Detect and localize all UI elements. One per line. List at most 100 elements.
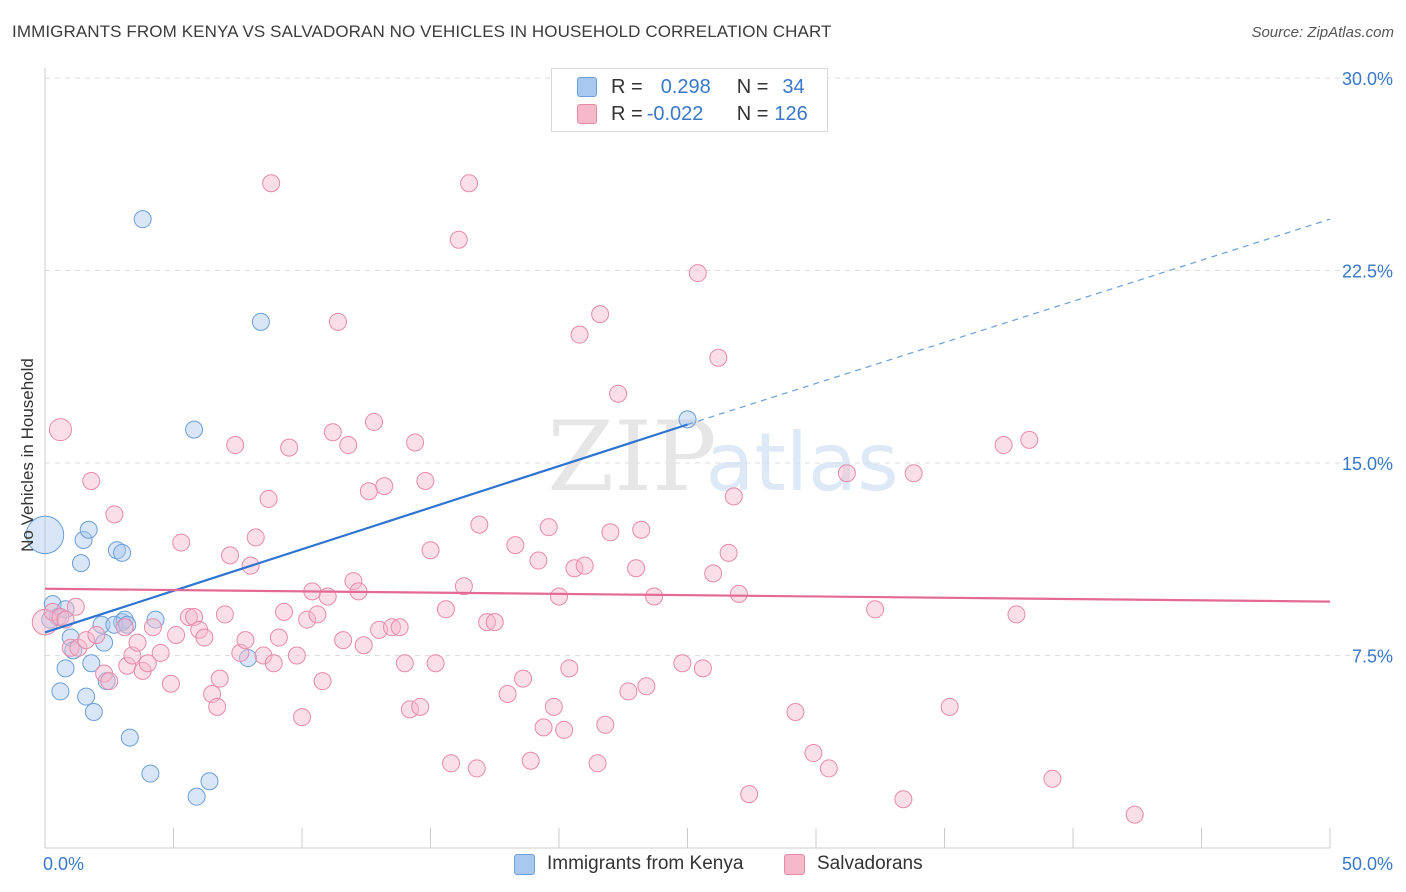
point-salvadoran bbox=[436, 600, 455, 619]
point-salvadoran bbox=[115, 618, 134, 637]
point-salvadoran bbox=[416, 471, 435, 490]
point-salvadoran bbox=[280, 438, 299, 457]
point-salvadoran bbox=[421, 541, 440, 560]
point-salvadoran bbox=[609, 384, 628, 403]
point-salvadoran bbox=[69, 638, 88, 657]
point-salvadoran bbox=[719, 543, 738, 562]
chart-source: Source: ZipAtlas.com bbox=[1251, 24, 1394, 41]
point-salvadoran bbox=[151, 643, 170, 662]
point-salvadoran bbox=[940, 697, 959, 716]
point-salvadoran bbox=[591, 305, 610, 324]
x-tick-label: 50.0% bbox=[1342, 854, 1393, 874]
point-salvadoran bbox=[709, 348, 728, 367]
point-salvadoran bbox=[254, 646, 273, 665]
point-salvadoran bbox=[382, 618, 401, 637]
y-tick-label: 15.0% bbox=[1342, 454, 1393, 474]
trend-extension-kenya bbox=[687, 218, 1331, 426]
point-salvadoran bbox=[313, 672, 332, 691]
y-tick-label: 22.5% bbox=[1342, 262, 1393, 282]
point-salvadoran bbox=[894, 790, 913, 809]
point-salvadoran bbox=[82, 471, 101, 490]
point-salvadoran bbox=[460, 174, 479, 193]
point-salvadoran bbox=[195, 628, 214, 647]
point-salvadoran bbox=[1020, 430, 1039, 449]
point-salvadoran bbox=[269, 628, 288, 647]
point-salvadoran bbox=[293, 708, 311, 727]
legend-row-salvadorans: R = -0.022 N = 126 bbox=[552, 101, 808, 127]
point-kenya bbox=[74, 531, 93, 549]
point-salvadoran bbox=[704, 564, 723, 583]
point-salvadoran bbox=[390, 618, 409, 637]
point-kenya bbox=[200, 772, 219, 791]
point-salvadoran bbox=[673, 654, 692, 673]
point-kenya bbox=[141, 764, 160, 783]
point-salvadoran bbox=[264, 654, 283, 673]
data-points bbox=[25, 174, 1144, 824]
point-salvadoran bbox=[328, 312, 347, 331]
point-salvadoran bbox=[514, 669, 533, 688]
y-axis-label: No Vehicles in Household bbox=[18, 358, 37, 552]
point-salvadoran bbox=[364, 412, 383, 431]
point-salvadoran bbox=[645, 587, 664, 606]
bottom-legend-kenya: Immigrants from Kenya bbox=[514, 850, 743, 878]
legend-r-label: R = bbox=[611, 75, 643, 98]
point-salvadoran bbox=[478, 613, 497, 632]
point-salvadoran bbox=[334, 631, 353, 650]
point-salvadoran bbox=[66, 597, 85, 616]
legend-n-label: N = bbox=[736, 75, 769, 98]
point-salvadoran bbox=[411, 697, 430, 716]
bottom-legend-swatch-salvadorans bbox=[784, 853, 805, 875]
point-kenya bbox=[118, 615, 137, 634]
point-salvadoran bbox=[596, 715, 615, 734]
point-salvadoran bbox=[601, 523, 620, 542]
point-salvadoran bbox=[619, 682, 638, 701]
point-salvadoran bbox=[837, 464, 856, 483]
point-salvadoran bbox=[375, 477, 394, 496]
point-salvadoran bbox=[550, 587, 568, 606]
point-salvadoran bbox=[138, 654, 157, 673]
point-salvadoran bbox=[143, 618, 162, 637]
trend-line-kenya bbox=[44, 423, 688, 634]
legend-n-value: 34 bbox=[782, 75, 805, 98]
legend-swatch-salvadorans bbox=[577, 104, 597, 124]
point-kenya bbox=[25, 515, 65, 555]
legend-r-value: 0.298 bbox=[660, 75, 711, 98]
watermark-atlas: atlas bbox=[705, 416, 898, 509]
point-salvadoran bbox=[298, 610, 317, 629]
point-kenya bbox=[113, 543, 132, 562]
point-salvadoran bbox=[100, 672, 119, 691]
bottom-legend-label-salvadorans: Salvadorans bbox=[817, 853, 923, 874]
point-salvadoran bbox=[627, 559, 646, 578]
point-salvadoran bbox=[544, 697, 563, 716]
watermark-zip: ZIP bbox=[547, 401, 716, 513]
point-salvadoran bbox=[48, 418, 72, 442]
point-salvadoran bbox=[323, 423, 342, 442]
point-salvadoran bbox=[221, 546, 240, 565]
point-salvadoran bbox=[246, 528, 265, 547]
point-salvadoran bbox=[693, 659, 712, 678]
point-salvadoran bbox=[521, 751, 540, 770]
point-kenya bbox=[64, 641, 83, 660]
legend-row-kenya: R = 0.298 N = 34 bbox=[552, 74, 805, 100]
point-salvadoran bbox=[485, 613, 504, 632]
point-salvadoran bbox=[565, 559, 584, 578]
point-salvadoran bbox=[275, 602, 294, 621]
point-kenya bbox=[95, 633, 114, 652]
point-salvadoran bbox=[570, 325, 589, 344]
point-salvadoran bbox=[1043, 769, 1062, 788]
point-salvadoran bbox=[449, 230, 468, 249]
point-salvadoran bbox=[77, 631, 96, 650]
legend-n-label: N = bbox=[736, 102, 769, 125]
legend-r-label: R = bbox=[611, 102, 643, 125]
point-salvadoran bbox=[575, 556, 594, 575]
point-salvadoran bbox=[61, 638, 80, 657]
point-salvadoran bbox=[210, 669, 229, 688]
point-salvadoran bbox=[498, 685, 517, 703]
point-kenya bbox=[77, 687, 96, 706]
point-salvadoran bbox=[395, 654, 414, 673]
point-salvadoran bbox=[506, 536, 525, 555]
point-salvadoran bbox=[262, 174, 281, 193]
point-salvadoran bbox=[724, 487, 743, 506]
point-salvadoran bbox=[105, 505, 124, 524]
